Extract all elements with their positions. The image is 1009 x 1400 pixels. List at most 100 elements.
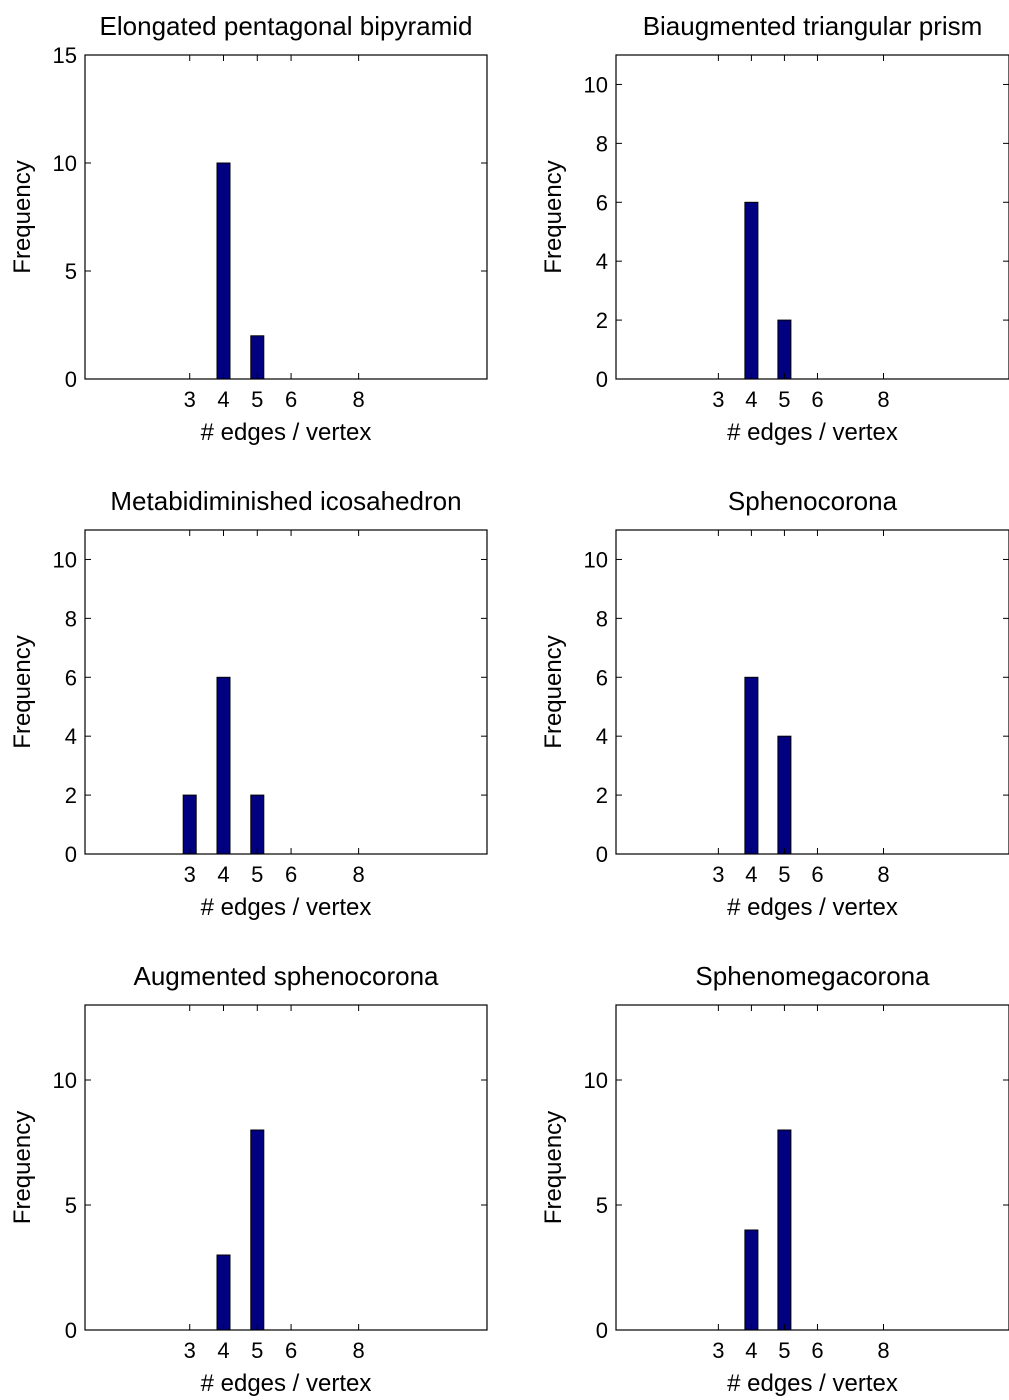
x-axis-label: # edges / vertex	[727, 419, 898, 446]
x-tick-label: 6	[811, 1338, 823, 1363]
x-tick-label: 3	[712, 1338, 724, 1363]
bar-4	[216, 1254, 231, 1331]
y-axis-label: Frequency	[540, 635, 567, 748]
y-tick-label: 6	[596, 665, 608, 690]
bar-5	[777, 735, 792, 855]
bar-4	[744, 676, 759, 855]
y-tick-label: 0	[65, 367, 77, 392]
chart-title: Sphenocorona	[728, 486, 898, 516]
bar-5	[777, 1129, 792, 1331]
y-tick-label: 2	[596, 783, 608, 808]
x-tick-label: 5	[778, 1338, 790, 1363]
y-tick-label: 10	[584, 1068, 608, 1093]
x-tick-label: 8	[877, 387, 889, 412]
x-tick-label: 3	[184, 387, 196, 412]
y-tick-label: 6	[65, 665, 77, 690]
chart-title: Metabidiminished icosahedron	[110, 486, 461, 516]
axes-box	[615, 1004, 1009, 1331]
bar-4	[216, 162, 231, 380]
axes-box	[615, 529, 1009, 855]
y-axis-label: Frequency	[9, 1111, 36, 1224]
y-tick-label: 8	[596, 131, 608, 156]
y-tick-label: 0	[596, 367, 608, 392]
y-axis-label: Frequency	[540, 1111, 567, 1224]
x-tick-label: 3	[712, 387, 724, 412]
x-tick-label: 5	[251, 1338, 263, 1363]
y-tick-label: 4	[65, 724, 77, 749]
x-tick-label: 8	[353, 387, 365, 412]
x-tick-label: 4	[217, 387, 229, 412]
x-tick-label: 5	[251, 862, 263, 887]
x-tick-label: 8	[877, 1338, 889, 1363]
x-tick-label: 8	[353, 1338, 365, 1363]
bar-4	[216, 676, 231, 855]
x-tick-label: 4	[217, 1338, 229, 1363]
bar-3	[182, 794, 197, 855]
x-tick-label: 6	[811, 862, 823, 887]
x-tick-label: 4	[745, 387, 757, 412]
chart-title: Elongated pentagonal bipyramid	[100, 11, 473, 41]
y-tick-label: 5	[65, 1193, 77, 1218]
x-tick-label: 8	[353, 862, 365, 887]
x-axis-label: # edges / vertex	[201, 1370, 372, 1397]
x-tick-label: 6	[811, 387, 823, 412]
axes-box	[615, 54, 1009, 380]
y-tick-label: 2	[65, 783, 77, 808]
x-tick-label: 3	[184, 862, 196, 887]
chart-title: Augmented sphenocorona	[133, 961, 439, 991]
y-tick-label: 10	[53, 151, 77, 176]
y-tick-label: 0	[65, 1318, 77, 1343]
x-tick-label: 5	[778, 387, 790, 412]
bar-5	[777, 319, 792, 380]
y-tick-label: 8	[596, 606, 608, 631]
y-tick-label: 0	[596, 1318, 608, 1343]
axes-box	[84, 1004, 488, 1331]
x-tick-label: 6	[285, 862, 297, 887]
bar-4	[744, 201, 759, 380]
y-axis-label: Frequency	[540, 160, 567, 273]
bar-5	[250, 1129, 265, 1331]
x-axis-label: # edges / vertex	[727, 894, 898, 921]
y-tick-label: 8	[65, 606, 77, 631]
y-tick-label: 6	[596, 190, 608, 215]
y-tick-label: 0	[65, 842, 77, 867]
chart-title: Sphenomegacorona	[695, 961, 930, 991]
y-tick-label: 5	[65, 259, 77, 284]
axes-box	[84, 529, 488, 855]
y-axis-label: Frequency	[9, 160, 36, 273]
y-tick-label: 10	[584, 72, 608, 97]
x-tick-label: 6	[285, 1338, 297, 1363]
bar-4	[744, 1229, 759, 1331]
x-tick-label: 4	[217, 862, 229, 887]
bar-5	[250, 794, 265, 855]
x-axis-label: # edges / vertex	[201, 419, 372, 446]
x-tick-label: 4	[745, 1338, 757, 1363]
x-tick-label: 5	[251, 387, 263, 412]
bar-5	[250, 335, 265, 380]
x-axis-label: # edges / vertex	[727, 1370, 898, 1397]
chart-title: Biaugmented triangular prism	[643, 11, 983, 41]
y-tick-label: 4	[596, 724, 608, 749]
y-tick-label: 5	[596, 1193, 608, 1218]
y-tick-label: 15	[53, 43, 77, 68]
x-axis-label: # edges / vertex	[201, 894, 372, 921]
y-axis-label: Frequency	[9, 635, 36, 748]
y-tick-label: 10	[584, 547, 608, 572]
y-tick-label: 2	[596, 308, 608, 333]
y-tick-label: 10	[53, 547, 77, 572]
x-tick-label: 4	[745, 862, 757, 887]
x-tick-label: 8	[877, 862, 889, 887]
x-tick-label: 6	[285, 387, 297, 412]
y-tick-label: 4	[596, 249, 608, 274]
x-tick-label: 3	[184, 1338, 196, 1363]
x-tick-label: 3	[712, 862, 724, 887]
axes-box	[84, 54, 488, 380]
y-tick-label: 0	[596, 842, 608, 867]
